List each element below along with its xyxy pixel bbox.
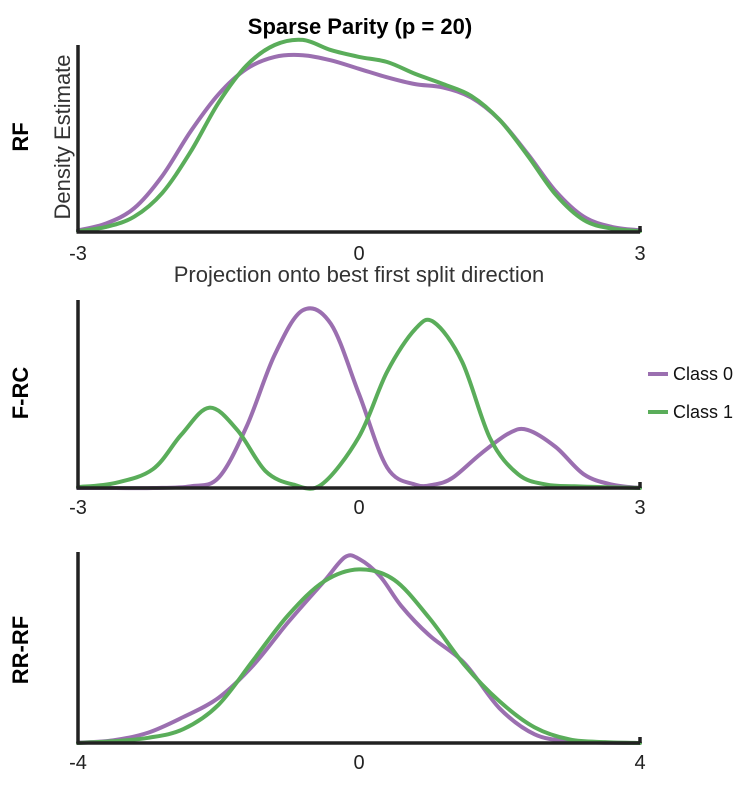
x-tick-label: 0 bbox=[353, 243, 364, 265]
x-tick-label: -4 bbox=[69, 752, 87, 774]
series-line-class-1 bbox=[76, 317, 642, 491]
x-axis-label: Projection onto best first split directi… bbox=[174, 262, 545, 287]
y-axis-label: Density Estimate bbox=[50, 54, 75, 219]
x-tick-label: 4 bbox=[634, 752, 645, 774]
x-tick-label: 3 bbox=[634, 497, 645, 519]
series-line-class-0 bbox=[76, 306, 642, 491]
row-label-rf: RF bbox=[8, 122, 33, 151]
panel-rr-rf: RR-RF -4 0 4 bbox=[8, 552, 646, 774]
panel-rf: RF Density Estimate Projection onto best… bbox=[8, 37, 646, 287]
row-label-rr-rf: RR-RF bbox=[8, 616, 33, 684]
x-tick-label: -3 bbox=[69, 243, 87, 265]
row-label-f-rc: F-RC bbox=[8, 367, 33, 420]
x-tick-label: 0 bbox=[353, 497, 364, 519]
x-tick-label: 0 bbox=[353, 752, 364, 774]
series-line-class-1 bbox=[76, 37, 642, 234]
figure-title: Sparse Parity (p = 20) bbox=[248, 14, 472, 39]
series-line-class-1 bbox=[76, 567, 642, 745]
legend-label-class-0: Class 0 bbox=[673, 364, 733, 384]
legend-label-class-1: Class 1 bbox=[673, 402, 733, 422]
x-tick-label: -3 bbox=[69, 497, 87, 519]
legend: Class 0 Class 1 bbox=[648, 364, 733, 422]
panel-f-rc: F-RC -3 0 3 bbox=[8, 300, 646, 519]
series-line-class-0 bbox=[76, 553, 642, 745]
x-tick-label: 3 bbox=[634, 243, 645, 265]
series-line-class-0 bbox=[76, 52, 642, 233]
